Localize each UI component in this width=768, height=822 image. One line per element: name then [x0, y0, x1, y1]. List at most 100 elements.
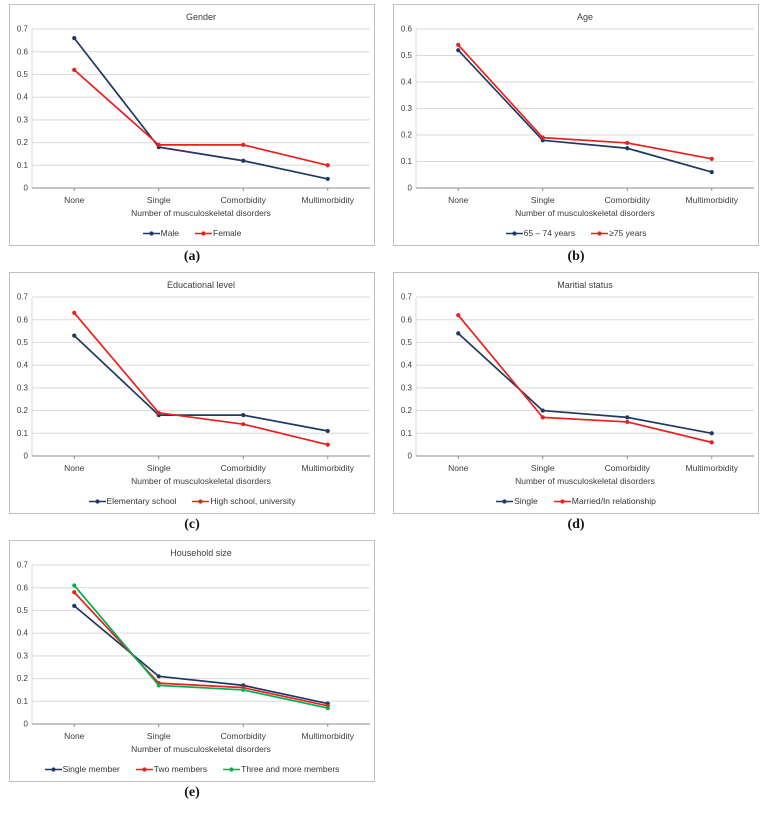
data-point-marker — [709, 170, 714, 175]
x-category-label: Comorbidity — [605, 463, 651, 473]
series-line — [457, 332, 713, 435]
data-point-marker — [241, 413, 246, 418]
x-category-label: None — [448, 195, 469, 205]
data-point-marker — [325, 442, 330, 447]
series-line — [73, 69, 329, 167]
y-tick-label: 0 — [24, 452, 29, 461]
data-point-marker — [625, 140, 630, 146]
figure-b: Age 0 0.1 0.2 0.3 0.4 0.5 0.6 None Single Comorbid… — [384, 4, 768, 268]
data-point-marker — [72, 603, 77, 608]
y-tick-label: 0.7 — [17, 561, 29, 570]
legend-item: Single member — [44, 764, 120, 774]
y-tick-label: 0.4 — [17, 361, 29, 370]
x-category-label: Single — [147, 463, 171, 473]
series-line — [73, 591, 329, 707]
y-tick-label: 0.1 — [17, 429, 29, 438]
y-tick-label: 0 — [24, 184, 29, 193]
x-category-label: Multimorbidity — [302, 195, 355, 205]
data-point-marker — [625, 415, 630, 420]
data-point-marker — [540, 415, 545, 420]
data-point-marker — [72, 35, 77, 41]
chart-gender-plot: Gender 0 0.1 0.2 0.3 0.4 0.5 0.6 0.7 None Single Co… — [17, 12, 370, 218]
y-tick-label: 0.6 — [17, 315, 29, 324]
legend-label: 65 – 74 years — [523, 228, 576, 238]
data-point-marker — [325, 176, 330, 182]
legend-marker-icon — [142, 230, 160, 236]
chart-gender-legend: Male Female — [10, 228, 374, 238]
y-tick-label: 0.1 — [17, 697, 29, 706]
chart-household-size: Household size 0 0.1 0.2 0.3 0.4 0.5 0.6 0.7 None… — [9, 540, 375, 782]
legend-marker-icon — [135, 766, 153, 772]
legend-item: ≥75 years — [591, 228, 646, 238]
legend-item: High school, university — [192, 496, 295, 506]
chart-age-legend: 65 – 74 years ≥75 years — [394, 228, 758, 238]
legend-marker-icon — [223, 766, 241, 772]
y-tick-label: 0.6 — [401, 25, 413, 34]
legend-label: Elementary school — [106, 496, 177, 506]
y-tick-label: 0.2 — [17, 138, 29, 147]
data-point-marker — [456, 42, 461, 48]
data-point-marker — [625, 419, 630, 425]
legend-item: Three and more members — [223, 764, 339, 774]
legend-item: Elementary school — [88, 496, 177, 506]
legend-label: Male — [160, 228, 180, 238]
x-category-label: Multimorbidity — [686, 463, 739, 473]
x-category-label: None — [64, 731, 85, 741]
x-category-label: Comorbidity — [221, 195, 267, 205]
x-category-label: Multimorbidity — [302, 463, 355, 473]
legend-item: Married/In relationship — [553, 496, 656, 506]
y-tick-label: 0.3 — [17, 651, 29, 660]
x-category-label: Single — [531, 463, 555, 473]
y-tick-label: 0.7 — [401, 293, 413, 302]
data-point-marker — [709, 440, 714, 445]
caption-c-label: (c) — [184, 517, 200, 532]
y-tick-label: 0.5 — [401, 338, 413, 347]
legend-label: Married/In relationship — [571, 496, 656, 506]
figure-row-1: Gender 0 0.1 0.2 0.3 0.4 0.5 0.6 0.7 None Single Co… — [0, 4, 768, 268]
chart-educational-level-plot: Educational level 0 0.1 0.2 0.3 0.4 0.5 0.6 0.7 N… — [17, 280, 370, 486]
data-point-marker — [709, 431, 714, 436]
legend-label: Three and more members — [241, 764, 340, 774]
y-tick-label: 0.1 — [17, 161, 29, 170]
figure-row-3: Household size 0 0.1 0.2 0.3 0.4 0.5 0.6 0.7 None… — [0, 540, 768, 804]
y-tick-label: 0.4 — [401, 78, 413, 87]
chart-age: Age 0 0.1 0.2 0.3 0.4 0.5 0.6 None Single Comorbid… — [393, 4, 759, 246]
legend-label: ≥75 years — [609, 228, 647, 238]
x-category-label: Comorbidity — [221, 463, 267, 473]
y-tick-label: 0.2 — [17, 406, 29, 415]
y-tick-label: 0.4 — [401, 361, 413, 370]
data-point-marker — [456, 48, 461, 53]
caption-e-label: (e) — [184, 785, 200, 800]
chart-title: Maritial status — [557, 280, 613, 290]
y-tick-label: 0 — [408, 184, 413, 193]
chart-household-size-plot: Household size 0 0.1 0.2 0.3 0.4 0.5 0.6 0.7 None… — [17, 548, 370, 754]
y-tick-label: 0.7 — [17, 25, 29, 34]
series-line — [73, 312, 329, 446]
x-category-label: None — [64, 195, 85, 205]
legend-item: Female — [195, 228, 241, 238]
figure-c: Educational level 0 0.1 0.2 0.3 0.4 0.5 0.6 0.7 N… — [0, 272, 384, 536]
caption-b-label: (b) — [567, 249, 585, 264]
y-tick-label: 0.5 — [17, 606, 29, 615]
y-tick-label: 0.3 — [17, 115, 29, 124]
data-point-marker — [241, 687, 246, 693]
y-tick-label: 0.1 — [401, 157, 413, 166]
x-category-label: Single — [531, 195, 555, 205]
y-tick-label: 0 — [24, 720, 29, 729]
chart-title: Gender — [186, 12, 216, 22]
data-point-marker — [241, 422, 246, 427]
legend-label: High school, university — [210, 496, 296, 506]
data-point-marker — [625, 146, 630, 151]
legend-marker-icon — [505, 230, 523, 236]
chart-household-size-legend: Single member Two members Three and more m… — [10, 764, 374, 774]
data-point-marker — [325, 163, 330, 168]
legend-marker-icon — [496, 498, 514, 504]
caption-d-label: (d) — [567, 517, 585, 532]
data-point-marker — [325, 706, 330, 711]
data-point-marker — [72, 67, 77, 72]
figure-e: Household size 0 0.1 0.2 0.3 0.4 0.5 0.6 0.7 None… — [0, 540, 384, 804]
series-line — [457, 49, 713, 173]
caption-b: (b) — [384, 246, 768, 268]
series-line — [73, 605, 329, 705]
data-point-marker — [709, 156, 714, 161]
